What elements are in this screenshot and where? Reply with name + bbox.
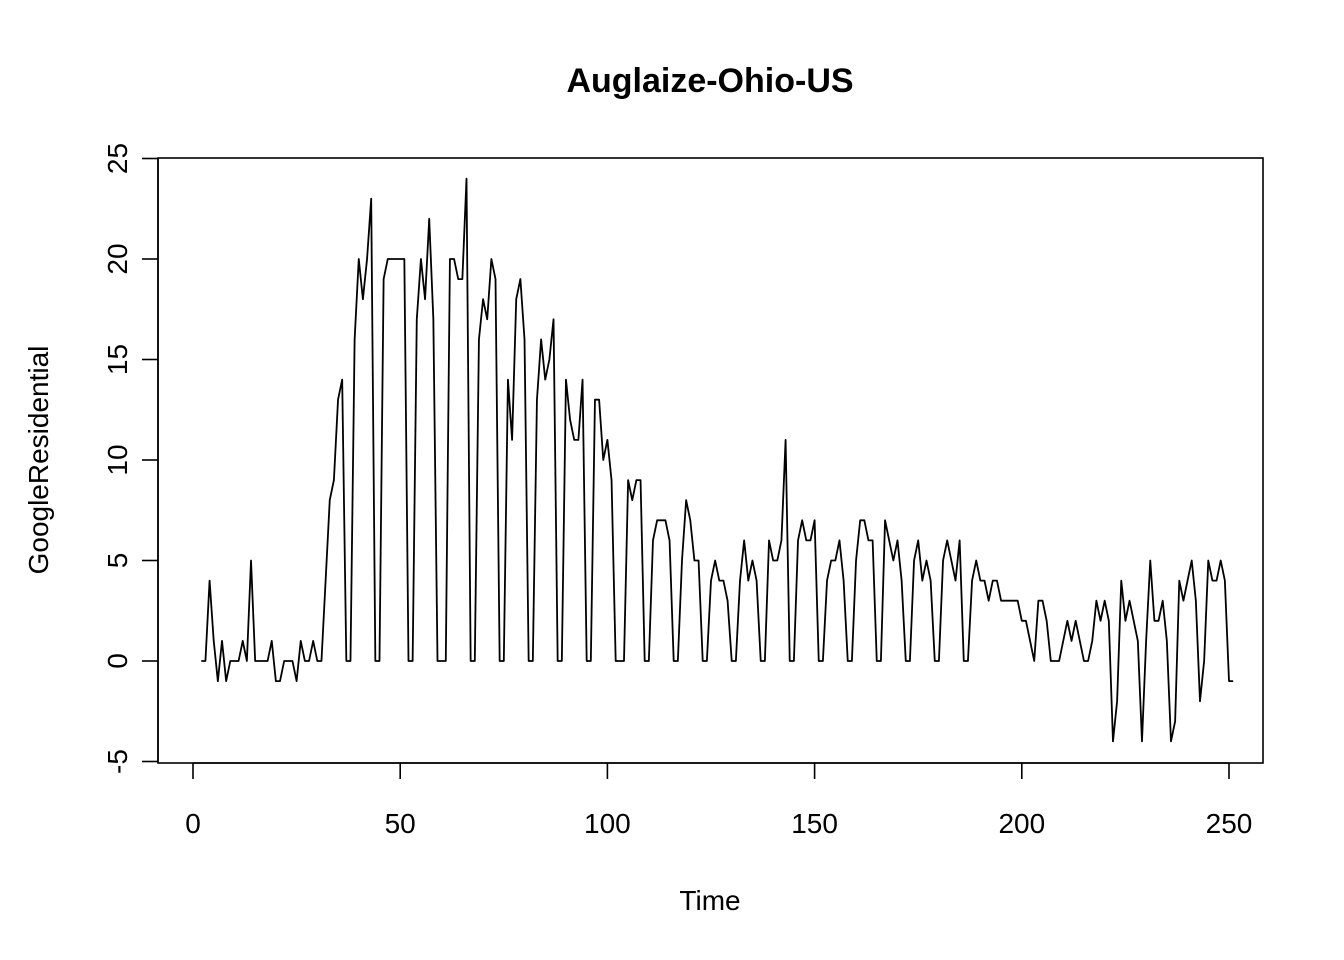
y-tick-label: 5 xyxy=(102,553,133,569)
chart-title: Auglaize-Ohio-US xyxy=(566,62,853,100)
y-axis-title: GoogleResidential xyxy=(23,346,54,575)
x-axis-title: Time xyxy=(679,885,740,916)
y-tick-label: 10 xyxy=(102,444,133,475)
y-tick-label: -5 xyxy=(102,749,133,774)
y-tick-label: 25 xyxy=(102,143,133,174)
x-tick-label: 250 xyxy=(1206,808,1253,839)
y-tick-label: 20 xyxy=(102,243,133,274)
plot-frame xyxy=(157,157,1264,764)
x-axis: 0 50 100 150 200 250 xyxy=(185,762,1253,839)
series-line xyxy=(201,177,1234,743)
series-layer xyxy=(201,177,1234,743)
y-tick-label: 15 xyxy=(102,344,133,375)
x-tick-label: 0 xyxy=(185,808,201,839)
x-tick-label: 100 xyxy=(584,808,631,839)
x-tick-label: 50 xyxy=(385,808,416,839)
y-axis: -5 0 5 10 15 20 25 xyxy=(102,143,159,774)
x-tick-label: 150 xyxy=(791,808,838,839)
y-tick-label: 0 xyxy=(102,653,133,669)
x-tick-label: 200 xyxy=(998,808,1045,839)
